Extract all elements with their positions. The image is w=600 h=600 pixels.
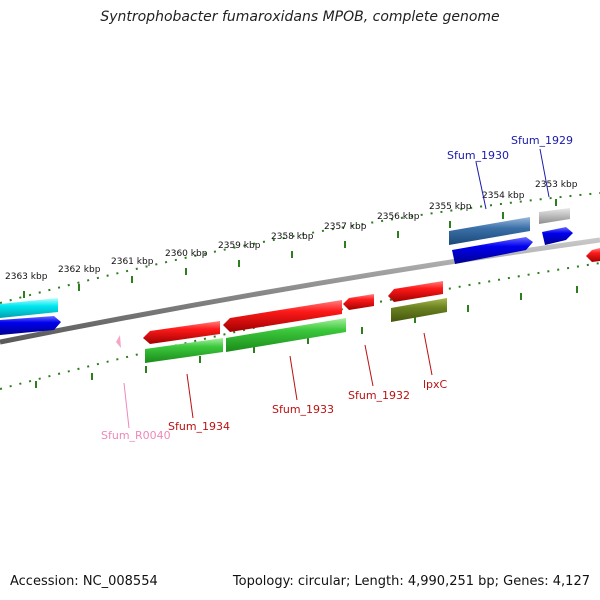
gene-sfum-1932-red <box>343 294 374 310</box>
scale-label: 2354 kbp <box>482 191 525 201</box>
gene-feature-red-right <box>586 248 600 262</box>
label-sfum-1934: Sfum_1934 <box>168 420 230 433</box>
scale-label: 2359 kbp <box>218 241 261 251</box>
scale-label: 2355 kbp <box>429 202 472 212</box>
scale-label: 2358 kbp <box>271 232 314 242</box>
gene-sfum-1933-green <box>226 318 346 352</box>
gene-sfum-1929-blue <box>542 227 573 245</box>
gene-lpxc-red <box>388 281 443 302</box>
label-sfum-1929: Sfum_1929 <box>511 134 573 147</box>
scale-label: 2363 kbp <box>5 272 48 282</box>
topology-text: Topology: circular; Length: 4,990,251 bp… <box>232 574 590 589</box>
gene-sfum-1934-red <box>143 321 220 344</box>
leader-sfum-1933 <box>289 355 298 401</box>
leader-sfum-1930 <box>475 161 487 210</box>
scale-label: 2357 kbp <box>324 222 367 232</box>
gene-sfum-1930-blue <box>452 237 533 264</box>
gene-sfum-1930-steel <box>449 217 530 245</box>
scale-label: 2362 kbp <box>58 265 101 275</box>
outer-major-ticks <box>23 199 557 298</box>
label-sfum-1930: Sfum_1930 <box>447 149 509 162</box>
leader-sfum-1934 <box>186 373 194 419</box>
gene-sfum-1929-gray <box>539 208 570 224</box>
scale-label: 2361 kbp <box>111 257 154 267</box>
inner-major-ticks <box>35 286 578 388</box>
map-title: Syntrophobacter fumaroxidans MPOB, compl… <box>100 9 500 25</box>
label-sfum-r0040: Sfum_R0040 <box>101 429 171 442</box>
leader-lpxc <box>423 332 433 376</box>
label-lpxc: lpxC <box>423 378 448 391</box>
accession-text: Accession: NC_008554 <box>10 574 158 589</box>
gene-sfum-1933-red <box>223 300 342 332</box>
scale-label: 2356 kbp <box>377 212 420 222</box>
label-sfum-1932: Sfum_1932 <box>348 389 410 402</box>
gene-feature-cyan <box>0 298 58 318</box>
rna-sfum-r0040 <box>116 335 121 348</box>
scale-label: 2360 kbp <box>165 249 208 259</box>
label-sfum-1933: Sfum_1933 <box>272 403 334 416</box>
leader-sfum-r0040 <box>123 382 130 429</box>
gene-feature-blue-left <box>0 316 61 335</box>
leader-sfum-1929 <box>539 148 550 198</box>
genome-backbone <box>0 237 600 345</box>
gene-sfum-1934-green <box>145 338 223 363</box>
scale-label: 2353 kbp <box>535 180 578 190</box>
leader-sfum-1932 <box>364 344 374 387</box>
gene-lpxc-olive <box>391 298 447 322</box>
